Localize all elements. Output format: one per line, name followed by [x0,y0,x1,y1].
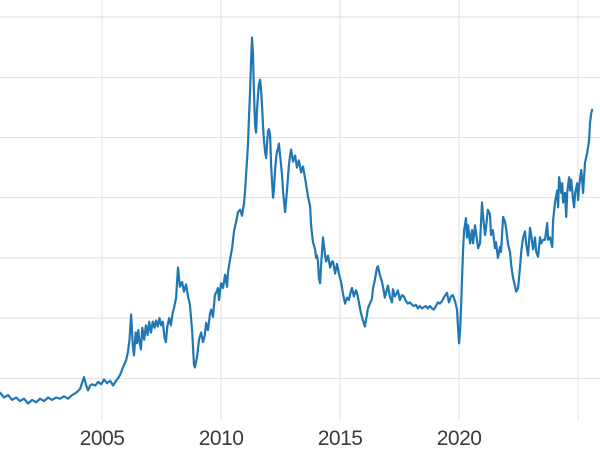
x-tick-label: 2005 [80,427,125,450]
x-tick-label: 2015 [318,427,363,450]
gridlines [0,0,600,420]
x-axis-labels: 2005 2010 2015 2020 [80,427,482,450]
x-tick-label: 2010 [199,427,244,450]
x-tick-label: 2020 [437,427,482,450]
price-line [0,36,594,405]
